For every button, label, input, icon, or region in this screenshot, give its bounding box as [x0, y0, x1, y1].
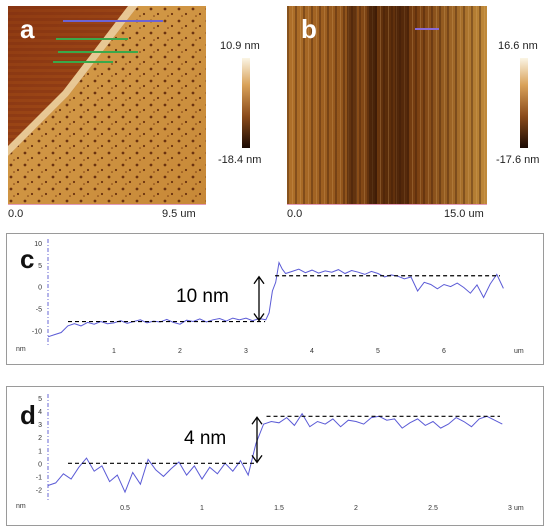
y-tick-label: -2 — [36, 487, 42, 494]
y-tick-label: 3 — [38, 422, 42, 429]
axis-line-a — [8, 204, 206, 205]
y-tick-label: 10 — [34, 241, 42, 248]
x-tick-label: 1.5 — [274, 505, 284, 512]
x-tick-label: 1 — [112, 348, 116, 355]
x-axis-unit-label: um — [514, 505, 524, 512]
panel-b-letter: b — [301, 14, 317, 44]
axis-end-a: 9.5 um — [162, 208, 196, 220]
scale-max-a: 10.9 nm — [220, 40, 260, 52]
scan-line-green — [58, 51, 138, 53]
profile-panel-d — [6, 386, 544, 526]
y-tick-label: 4 — [38, 409, 42, 416]
y-axis-unit-label: nm — [16, 503, 26, 510]
step-arrow-head-top — [253, 275, 265, 285]
profile-line — [47, 261, 504, 338]
scan-line-purple — [415, 28, 439, 30]
y-tick-label: -1 — [36, 474, 42, 481]
profile-panel-c — [6, 233, 544, 365]
height-profile-chart-c: 10 5 0 -5 -10 1 2 3 4 5 6 nm um — [16, 239, 524, 355]
axis-start-a: 0.0 — [8, 208, 24, 220]
scan-line-green — [53, 61, 113, 63]
scale-min-b: -17.6 nm — [496, 154, 540, 166]
y-tick-label: 5 — [38, 263, 42, 270]
axis-line-b — [287, 204, 487, 205]
height-profile-chart-d: 5 4 3 2 1 0 -1 -2 0.5 1 1.5 2 2.5 3 nm um — [16, 394, 524, 512]
step-height-label-d: 4 nm — [184, 428, 227, 449]
x-tick-label: 3 — [508, 505, 512, 512]
step-height-label-c: 10 nm — [176, 286, 229, 307]
x-tick-label: 0.5 — [120, 505, 130, 512]
x-tick-label: 4 — [310, 348, 314, 355]
y-tick-label: 2 — [38, 435, 42, 442]
afm-image-a-graphic — [8, 6, 206, 204]
x-tick-label: 6 — [442, 348, 446, 355]
x-axis-unit-label: um — [514, 348, 524, 355]
step-arrow-head-top — [251, 416, 263, 425]
y-tick-label: -5 — [36, 306, 42, 313]
y-tick-label: 0 — [38, 285, 42, 292]
y-tick-label: 1 — [38, 448, 42, 455]
afm-image-b: b — [287, 6, 487, 204]
x-tick-label: 2 — [354, 505, 358, 512]
scale-min-a: -18.4 nm — [218, 154, 262, 166]
afm-image-b-graphic — [287, 6, 487, 204]
x-tick-label: 2 — [178, 348, 182, 355]
color-scale-a — [242, 58, 250, 148]
x-tick-label: 5 — [376, 348, 380, 355]
profile-line — [47, 412, 503, 494]
step-arrow-head-bottom — [251, 454, 263, 464]
y-tick-label: 5 — [38, 396, 42, 403]
panel-c-letter: c — [20, 244, 35, 274]
x-tick-label: 3 — [244, 348, 248, 355]
x-tick-label: 2.5 — [428, 505, 438, 512]
afm-image-a: a — [8, 6, 206, 204]
axis-start-b: 0.0 — [287, 208, 303, 220]
scale-max-b: 16.6 nm — [498, 40, 538, 52]
scan-line-purple — [63, 20, 163, 22]
panel-a-letter: a — [20, 14, 35, 44]
step-arrow-head-bottom — [253, 313, 265, 322]
axis-end-b: 15.0 um — [444, 208, 484, 220]
panel-d-letter: d — [20, 400, 36, 430]
y-tick-label: -10 — [32, 328, 42, 335]
color-scale-b — [520, 58, 528, 148]
x-tick-label: 1 — [200, 505, 204, 512]
y-axis-unit-label: nm — [16, 346, 26, 353]
scan-line-green — [56, 38, 128, 40]
y-tick-label: 0 — [38, 461, 42, 468]
